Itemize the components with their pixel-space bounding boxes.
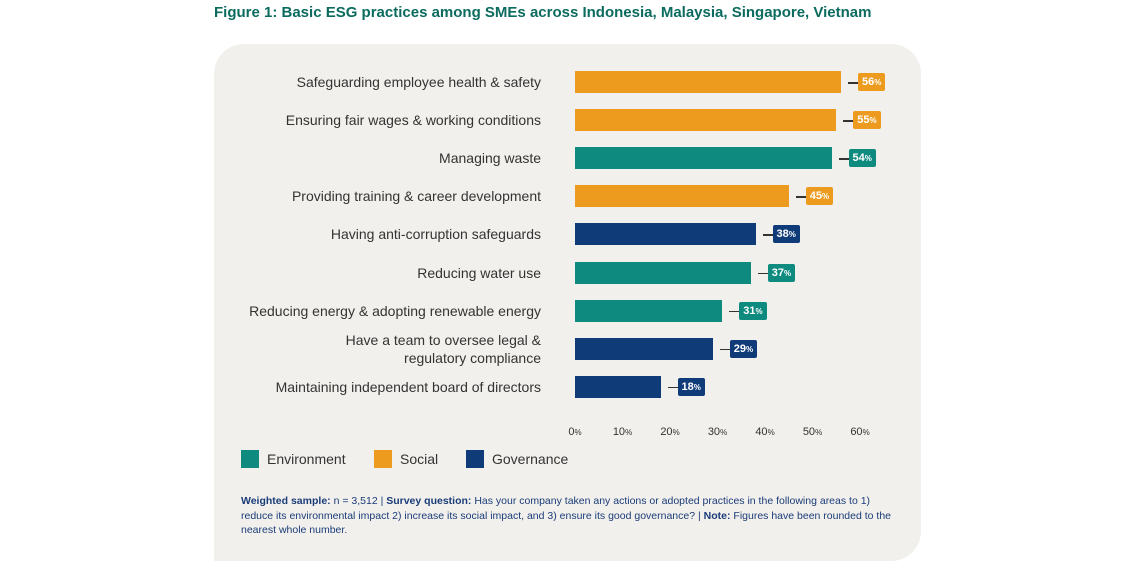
category-label: Safeguarding employee health & safety [296,74,541,90]
category-label: Providing training & career development [291,188,541,205]
value-label: 37% [767,263,796,282]
value-label: 31% [739,301,767,320]
bar [575,261,751,284]
footnote-question-text: Has your company taken any actions or ad… [241,495,871,522]
bar [575,109,837,132]
category-label: Reducing energy & adopting renewable ene… [249,302,541,319]
category-label: Ensuring fair wages & working conditions [285,112,541,129]
bar [575,71,841,93]
footnote-sample-text: n = 3,512 | [330,495,387,507]
footnote-sample-label: Weighted sample: [241,495,331,507]
value-label: 29% [729,339,758,358]
legend-item: Governance [466,450,568,468]
value-leader-line [719,348,730,351]
legend-label: Environment [267,451,346,467]
value-leader-line [848,82,858,84]
legend-swatch [466,450,484,468]
bar [575,147,832,170]
value-leader-line [729,310,740,313]
bar [575,299,723,322]
bar [575,185,789,208]
footnote-note-label: Note: [703,509,731,522]
value-label: 45% [805,187,834,206]
value-label: 56% [858,73,886,91]
bar [575,337,713,360]
value-leader-line [757,272,768,274]
value-leader-line [795,196,806,198]
bar [575,223,756,246]
legend-item: Social [374,450,438,468]
footnote-note-text: Figures have been rounded to the nearest… [241,509,892,537]
x-tick-label: 50% [802,426,823,438]
x-tick-label: 30% [707,426,728,438]
x-tick-label: 20% [660,426,680,438]
x-tick-label: 40% [755,426,775,438]
legend-label: Social [400,451,439,467]
value-label: 54% [848,149,876,168]
value-label: 18% [677,377,705,396]
value-label: 38% [772,225,800,244]
legend-swatch [374,450,392,468]
x-tick-label: 60% [850,426,870,438]
legend-swatch [241,450,259,468]
category-label: Managing waste [439,150,541,167]
footnote-question-label: Survey question: [386,495,472,507]
category-label: Reducing water use [417,264,541,281]
figure-title: Figure 1: Basic ESG practices among SMEs… [214,4,872,21]
legend-item: Environment [241,450,346,468]
category-label: Having anti-corruption safeguards [330,226,541,243]
legend-label: Governance [492,451,569,467]
value-leader-line [838,158,849,160]
category-label: Have a team to oversee legal & regulatory… [345,331,541,366]
footnote: Weighted sample: n = 3,512 | Survey ques… [241,494,891,538]
value-leader-line [667,386,678,389]
value-leader-line [843,120,854,122]
category-label: Maintaining independent board of directo… [275,378,541,395]
value-label: 55% [853,111,881,130]
x-tick-label: 10% [612,426,633,438]
value-leader-line [762,234,773,236]
x-tick-label: 0% [568,426,582,438]
bar [575,375,661,398]
